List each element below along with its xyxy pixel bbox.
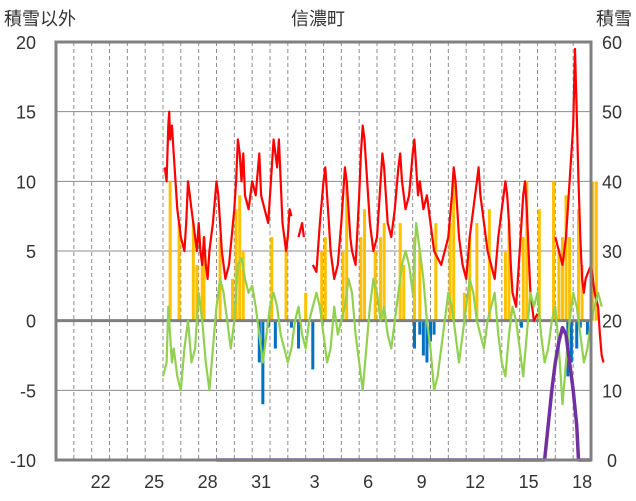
precip-bar [503, 251, 507, 321]
precip-bar [168, 181, 172, 321]
precip-bar [379, 237, 383, 321]
x-tick-label: 3 [310, 472, 320, 492]
max_temp_d-line [554, 47, 605, 363]
precip-bar [434, 223, 438, 321]
precip-bar [320, 251, 324, 321]
plot-border [54, 40, 593, 462]
x-tick-label: 31 [251, 472, 271, 492]
right-tick-label: 60 [602, 33, 622, 53]
precip-bar [238, 195, 242, 321]
x-tick-label: 9 [417, 472, 427, 492]
plot-frame [54, 40, 593, 462]
snow_depth-line [216, 325, 591, 462]
precip-bar [270, 237, 274, 321]
left-tick-label: 0 [26, 312, 36, 332]
precip-bar [452, 181, 456, 321]
negative-bar [421, 320, 425, 356]
left-tick-label: 10 [16, 172, 36, 192]
precip-bar [568, 237, 572, 321]
precip-bar [591, 181, 595, 321]
x-tick-label: 22 [91, 472, 111, 492]
precip-bar [402, 264, 406, 321]
precip-bar [475, 223, 479, 321]
precip-bar [525, 181, 529, 321]
precip-bar [177, 223, 181, 321]
max_temp_b-line [297, 222, 305, 238]
precip-bar [560, 237, 564, 321]
tick-labels: -10 -5 0 5 10 15 20 0 10 20 30 40 50 60 22 25 28 31 3 6 9 12 1… [10, 33, 622, 492]
negative-bar [425, 320, 429, 363]
precip-bar [341, 251, 345, 321]
precip-bar [418, 251, 422, 321]
x-tick-label: 18 [572, 472, 592, 492]
precip-bar [462, 292, 466, 321]
negative-bar [569, 320, 573, 363]
right-axis-label: 積雪 [596, 9, 632, 29]
right-tick-label: 10 [602, 381, 622, 401]
negative-bar [519, 320, 523, 328]
precip-bar [345, 181, 349, 321]
left-tick-label: 20 [16, 33, 36, 53]
left-tick-label: -10 [10, 451, 36, 471]
series-lines [161, 47, 605, 462]
negative-bar [289, 320, 293, 328]
left-tick-label: 15 [16, 103, 36, 123]
negative-bar [297, 320, 301, 349]
negative-bar [585, 320, 589, 335]
right-tick-label: 20 [602, 312, 622, 332]
negative-bar [429, 320, 432, 342]
precip-bar [284, 237, 288, 321]
precip-bar [537, 209, 541, 321]
negative-bar [432, 320, 436, 335]
precip-bar [507, 223, 511, 321]
precip-bar [200, 264, 204, 321]
negative-bar [412, 320, 416, 349]
precip-bar [564, 195, 568, 321]
negative-bar [273, 320, 277, 349]
precip-bar [191, 223, 195, 321]
min_temp-line [161, 222, 603, 406]
left-tick-label: 5 [26, 242, 36, 262]
x-tick-label: 6 [363, 472, 373, 492]
precip-bar [382, 223, 386, 321]
x-tick-label: 15 [519, 472, 539, 492]
precip-bar [231, 278, 235, 321]
precip-bar [304, 292, 308, 321]
precip-bar [323, 237, 327, 321]
x-tick-label: 25 [144, 472, 164, 492]
precip-bar [487, 209, 491, 321]
right-tick-label: 30 [602, 242, 622, 262]
x-tick-label: 28 [198, 472, 218, 492]
negative-bar [418, 320, 422, 335]
negative-bar [578, 320, 582, 328]
right-tick-label: 50 [602, 103, 622, 123]
negative-bar [311, 320, 315, 370]
max_temp-line [163, 110, 293, 280]
precip-bar [448, 223, 452, 321]
left-tick-label: -5 [20, 381, 36, 401]
right-tick-label: 40 [602, 172, 622, 192]
chart-title: 信濃町 [291, 9, 345, 29]
max_temp_c-line [311, 124, 539, 322]
precip-bar [594, 181, 598, 321]
precip-bar [557, 251, 561, 321]
precip-bar [521, 237, 525, 321]
x-tick-label: 12 [465, 472, 485, 492]
precip-bar [241, 251, 245, 321]
precip-bar [552, 181, 556, 321]
precip-bar [580, 264, 584, 321]
negative-bar [575, 320, 579, 349]
precip-bar [359, 237, 363, 321]
right-tick-label: 0 [607, 451, 617, 471]
precip-bar [195, 264, 199, 321]
precip-bar [577, 209, 581, 321]
precip-bar [234, 209, 238, 321]
precip-bar [363, 209, 367, 321]
left-axis-label: 積雪以外 [4, 9, 76, 29]
precip-bar [202, 237, 206, 321]
